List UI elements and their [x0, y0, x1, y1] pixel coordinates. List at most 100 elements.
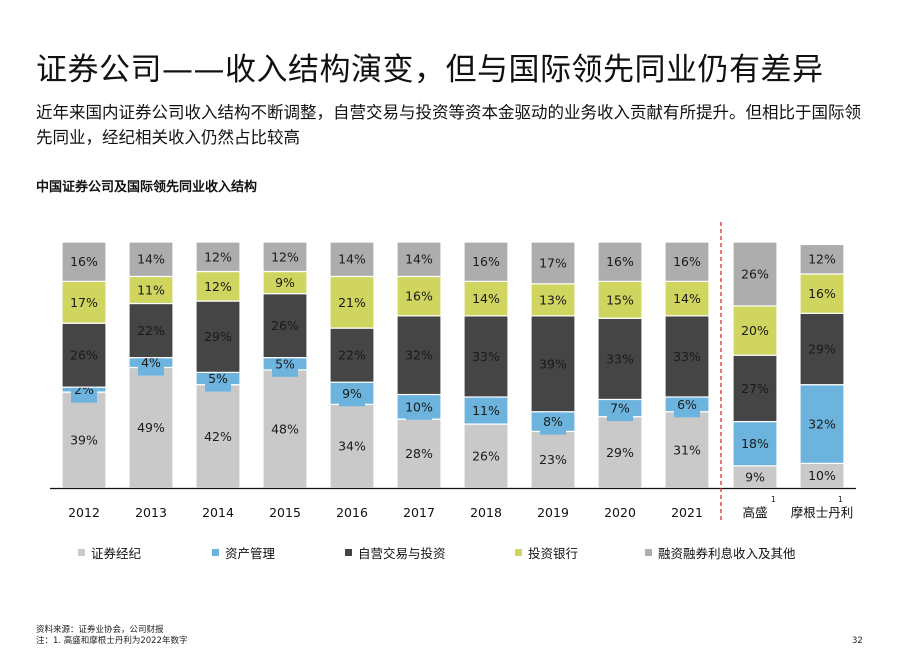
- label-background: [540, 408, 566, 435]
- bar-segment: [61, 241, 107, 282]
- data-label: 33%: [472, 349, 500, 364]
- legend-item: 投资银行: [515, 543, 578, 562]
- category-label: 2016: [336, 505, 368, 520]
- data-label: 34%: [338, 439, 366, 454]
- bar-segment: [128, 241, 174, 278]
- data-label: 12%: [271, 249, 299, 264]
- data-label: 13%: [539, 292, 567, 307]
- bar-segment: [396, 241, 442, 278]
- category-label: 2019: [537, 505, 569, 520]
- legend-swatch: [78, 549, 85, 556]
- data-label: 8%: [543, 414, 563, 429]
- bar-2018: 26% 11% 33% 14% 16%: [463, 241, 509, 489]
- data-label: 14%: [673, 291, 701, 306]
- data-label: 16%: [606, 254, 634, 269]
- data-label: 14%: [472, 291, 500, 306]
- data-label: 26%: [741, 266, 769, 281]
- data-label: 7%: [610, 401, 630, 416]
- data-label: 14%: [405, 252, 433, 267]
- source-note: 资料来源：证券业协会，公司财报: [36, 625, 164, 635]
- data-label: 39%: [70, 433, 98, 448]
- bar-segment: [799, 312, 845, 386]
- data-label: 14%: [338, 252, 366, 267]
- bar-segment: [195, 270, 241, 302]
- bar-2012: 39%2%26%17%16%: [61, 241, 107, 489]
- bar-segment: [262, 241, 308, 273]
- bar-2020: 29% 7% 33% 15% 16%: [597, 241, 643, 489]
- footnote: 注：1. 高盛和摩根士丹利为2022年数字: [36, 636, 188, 646]
- label-background: [406, 393, 432, 420]
- legend-swatch: [345, 549, 352, 556]
- data-label: 31%: [673, 442, 701, 457]
- bar-高盛: 9% 18% 27% 20% 26%: [732, 241, 778, 489]
- bar-segment: [262, 293, 308, 359]
- chart-legend: 证券经纪 资产管理 自营交易与投资 投资银行 融资融券利息收入及其他: [0, 543, 901, 561]
- bar-2013: 49% 4% 22% 11% 14%: [128, 241, 174, 489]
- data-label: 32%: [405, 348, 433, 363]
- category-label: 高盛: [742, 505, 767, 520]
- bar-segment: [61, 391, 107, 489]
- data-label: 18%: [741, 436, 769, 451]
- label-background: [339, 380, 365, 407]
- data-label: 33%: [606, 351, 634, 366]
- data-label: 22%: [338, 348, 366, 363]
- data-label: 17%: [70, 295, 98, 310]
- data-label: 32%: [808, 417, 836, 432]
- bar-segment: [530, 241, 576, 285]
- data-label: 12%: [204, 279, 232, 294]
- bar-segment: [530, 283, 576, 317]
- data-label: 9%: [342, 386, 362, 401]
- legend-item: 证券经纪: [78, 543, 141, 562]
- data-label: 42%: [204, 429, 232, 444]
- data-label: 12%: [204, 249, 232, 264]
- data-label: 28%: [405, 446, 433, 461]
- legend-label: 融资融券利息收入及其他: [658, 546, 796, 561]
- bar-2019: 23% 8% 39% 13% 17%: [530, 241, 576, 489]
- legend-label: 自营交易与投资: [358, 546, 446, 561]
- bar-2021: 31% 6% 33% 14% 16%: [664, 241, 710, 489]
- legend-label: 证券经纪: [91, 546, 142, 561]
- data-label: 10%: [808, 468, 836, 483]
- bar-2016: 34% 9% 22% 21% 14%: [329, 241, 375, 489]
- data-label: 4%: [141, 355, 161, 370]
- bar-segment: [396, 275, 442, 317]
- data-label: 5%: [275, 356, 295, 371]
- bar-segment: [396, 315, 442, 396]
- data-label: 11%: [137, 282, 165, 297]
- bar-segment: [799, 243, 845, 275]
- data-label: 26%: [271, 318, 299, 333]
- data-label: 16%: [808, 286, 836, 301]
- data-label: 48%: [271, 421, 299, 436]
- legend-item: 自营交易与投资: [345, 543, 446, 562]
- bar-segment: [732, 305, 778, 356]
- data-label: 17%: [539, 255, 567, 270]
- footnote-marker: 1: [771, 495, 776, 504]
- legend-label: 资产管理: [225, 546, 276, 561]
- bar-segment: [195, 300, 241, 373]
- data-label: 14%: [137, 252, 165, 267]
- bar-segment: [128, 302, 174, 359]
- bar-segment: [396, 418, 442, 489]
- legend-item: 资产管理: [212, 543, 275, 562]
- data-label: 26%: [472, 449, 500, 464]
- bar-摩根士丹利: 10% 32% 29% 16% 12%: [799, 243, 845, 489]
- bar-segment: [329, 241, 375, 278]
- data-label: 23%: [539, 452, 567, 467]
- data-label: 9%: [275, 275, 295, 290]
- data-label: 26%: [70, 348, 98, 363]
- chart-title: 中国证券公司及国际领先同业收入结构: [36, 180, 258, 195]
- bar-segment: [195, 241, 241, 273]
- data-label: 16%: [405, 289, 433, 304]
- data-label: 49%: [137, 420, 165, 435]
- bar-segment: [799, 273, 845, 314]
- legend-item: 融资融券利息收入及其他: [645, 543, 796, 562]
- data-label: 33%: [673, 349, 701, 364]
- bar-2014: 42% 5% 29% 12% 12%: [195, 241, 241, 489]
- bar-segment: [664, 411, 710, 489]
- footnote-marker: 1: [838, 495, 843, 504]
- data-label: 20%: [741, 323, 769, 338]
- bar-segment: [128, 366, 174, 489]
- data-label: 9%: [745, 469, 765, 484]
- category-label: 摩根士丹利: [791, 505, 854, 520]
